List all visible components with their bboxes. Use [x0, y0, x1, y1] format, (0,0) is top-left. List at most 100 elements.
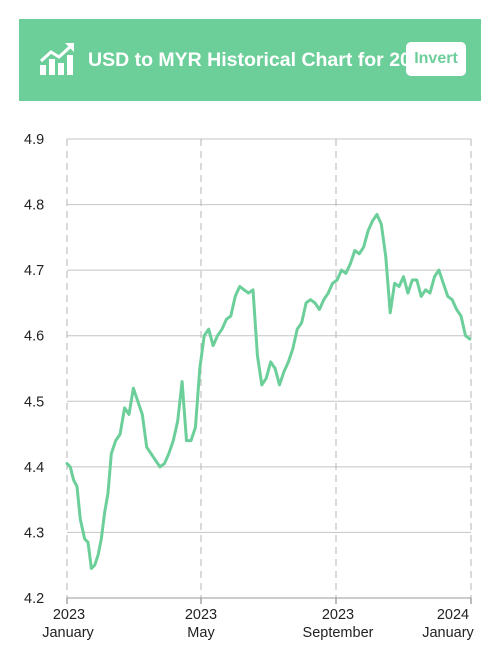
- y-tick-label: 4.3: [24, 525, 44, 541]
- data-point: [114, 439, 117, 442]
- data-point: [331, 282, 334, 285]
- data-point: [69, 466, 72, 468]
- x-tick-year: 2023: [322, 607, 354, 623]
- data-point: [261, 384, 263, 386]
- data-point: [203, 334, 205, 337]
- data-point: [107, 492, 109, 494]
- data-point: [455, 308, 458, 311]
- data-point: [128, 413, 130, 416]
- data-point: [168, 452, 170, 455]
- data-point: [83, 538, 86, 540]
- data-point: [447, 295, 449, 298]
- data-point: [212, 344, 214, 347]
- data-point: [185, 439, 188, 442]
- data-point: [278, 384, 281, 386]
- data-point: [234, 295, 236, 298]
- data-point: [243, 289, 245, 291]
- y-tick-label: 4.5: [24, 394, 44, 410]
- x-tick-year: 2024: [437, 607, 469, 623]
- data-point: [323, 298, 325, 301]
- data-point: [190, 439, 192, 442]
- data-point: [362, 246, 365, 248]
- data-point: [123, 407, 126, 409]
- x-tick-year: 2023: [53, 607, 85, 623]
- data-point: [420, 295, 423, 298]
- y-axis-ticks: 4.2 4.3 4.4 4.5 4.6 4.7 4.8 4.9: [24, 132, 44, 607]
- x-tick-month: January: [422, 625, 474, 641]
- data-point: [119, 433, 121, 435]
- data-point: [380, 223, 383, 225]
- data-point: [309, 298, 312, 301]
- data-point: [296, 328, 299, 331]
- data-point: [416, 279, 418, 281]
- data-point: [72, 479, 75, 481]
- data-point: [150, 452, 152, 455]
- x-tick-month: September: [303, 625, 374, 641]
- data-point: [256, 354, 259, 357]
- data-point: [305, 302, 307, 304]
- data-point: [76, 485, 78, 488]
- data-point: [451, 298, 454, 301]
- data-point: [371, 220, 374, 222]
- data-point: [103, 512, 106, 514]
- data-point: [225, 318, 228, 321]
- data-point: [97, 554, 99, 557]
- data-point: [429, 292, 431, 294]
- data-point: [137, 400, 139, 403]
- y-tick-label: 4.6: [24, 329, 44, 345]
- series-line: [65, 212, 472, 570]
- data-point: [110, 452, 113, 455]
- data-point: [464, 334, 467, 337]
- data-point: [469, 338, 471, 340]
- data-point: [314, 302, 316, 304]
- data-point: [389, 312, 392, 314]
- data-point: [154, 459, 157, 462]
- data-point: [132, 387, 135, 390]
- data-point: [424, 289, 427, 291]
- data-point: [411, 279, 414, 281]
- data-point: [199, 367, 201, 370]
- data-point: [376, 213, 378, 216]
- data-point: [230, 315, 232, 317]
- data-point: [159, 466, 161, 468]
- x-tick-month: January: [42, 625, 94, 641]
- data-point: [367, 230, 369, 232]
- y-tick-label: 4.4: [24, 460, 44, 476]
- data-point: [141, 413, 144, 416]
- chart-header: USD to MYR Historical Chart for 2023 Inv…: [19, 19, 481, 101]
- data-point: [433, 275, 436, 278]
- data-point: [442, 282, 445, 285]
- series-group: [65, 212, 472, 570]
- data-point: [194, 426, 197, 429]
- data-point: [252, 289, 254, 291]
- data-point: [287, 361, 290, 363]
- x-tick-month: May: [187, 625, 215, 641]
- data-point: [318, 308, 321, 311]
- data-point: [274, 367, 276, 370]
- data-point: [100, 538, 103, 540]
- data-point: [145, 446, 148, 449]
- y-tick-label: 4.8: [24, 198, 44, 214]
- data-point: [216, 334, 219, 337]
- data-point: [207, 328, 210, 331]
- data-point: [93, 564, 96, 566]
- x-tick-year: 2023: [185, 607, 217, 623]
- data-point: [336, 279, 338, 281]
- data-point: [460, 315, 462, 317]
- data-point: [402, 275, 405, 278]
- data-point: [90, 567, 93, 570]
- data-point: [349, 262, 352, 265]
- data-point: [79, 518, 82, 521]
- data-point: [300, 321, 303, 324]
- data-point: [66, 462, 68, 465]
- data-point: [247, 292, 250, 294]
- y-tick-label: 4.7: [24, 263, 44, 279]
- data-point: [172, 439, 175, 442]
- invert-button[interactable]: Invert: [406, 42, 466, 76]
- data-point: [269, 361, 272, 363]
- y-tick-label: 4.9: [24, 132, 44, 148]
- data-point: [327, 292, 330, 294]
- data-point: [163, 462, 166, 465]
- data-point: [345, 272, 347, 275]
- data-point: [407, 292, 409, 294]
